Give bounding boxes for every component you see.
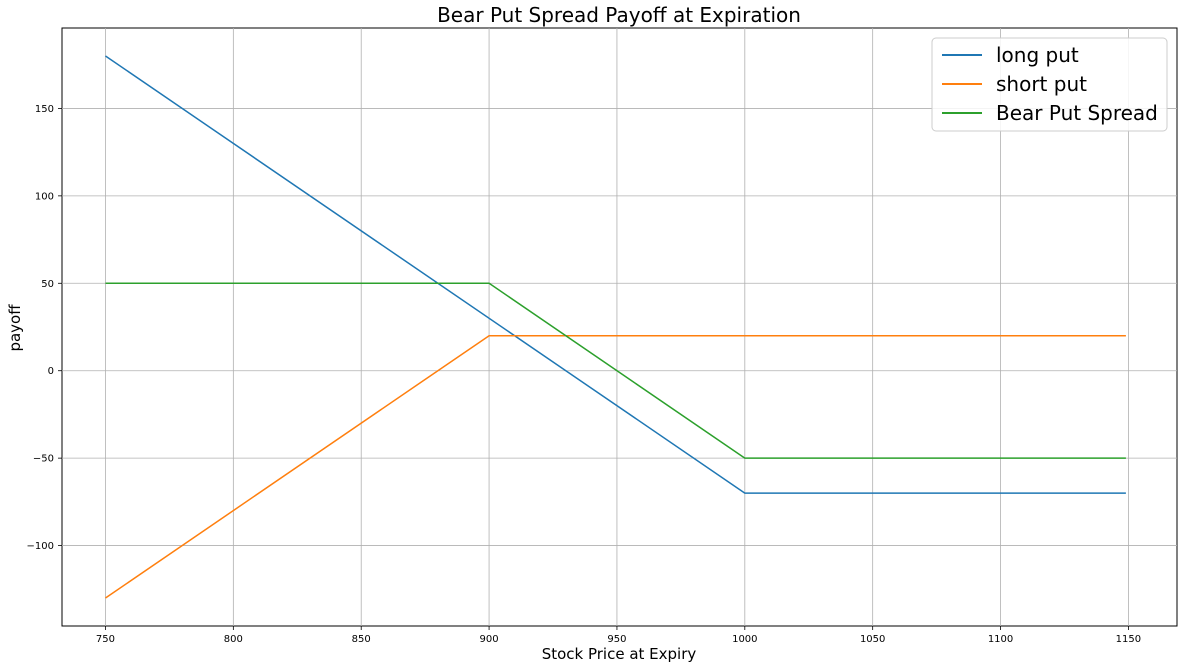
x-tick-label: 1150 [1116, 634, 1141, 645]
y-tick-label: 150 [35, 104, 54, 115]
plot-area [61, 27, 1178, 627]
series-line-bear-put-spread [105, 282, 1126, 459]
tick-marks [58, 108, 1129, 630]
x-tick-label: 1100 [988, 634, 1013, 645]
x-axis-label: Stock Price at Expiry [542, 645, 697, 663]
x-tick-label: 900 [480, 634, 499, 645]
series-line-long-put [105, 55, 1126, 494]
series-lines [105, 55, 1126, 599]
x-tick-label: 1000 [732, 634, 757, 645]
y-tick-label: −100 [27, 541, 54, 552]
series-line-short-put [105, 334, 1126, 599]
y-axis-label: payoff [6, 304, 24, 352]
y-tick-label: −50 [33, 454, 54, 465]
x-tick-label: 1050 [860, 634, 885, 645]
x-tick-label: 800 [224, 634, 243, 645]
x-tick-label: 850 [352, 634, 371, 645]
legend-label-long-put: long put [996, 43, 1079, 67]
x-tick-label: 950 [607, 634, 626, 645]
legend-label-short-put: short put [996, 72, 1087, 96]
x-tick-label: 750 [96, 634, 115, 645]
chart-title: Bear Put Spread Payoff at Expiration [437, 3, 801, 27]
legend-box [931, 37, 1168, 132]
legend: long put short put Bear Put Spread [931, 37, 1168, 132]
y-tick-label: 50 [41, 279, 54, 290]
y-tick-label: 0 [48, 366, 54, 377]
y-tick-label: 100 [35, 191, 54, 202]
legend-label-bear-put-spread: Bear Put Spread [996, 101, 1158, 125]
